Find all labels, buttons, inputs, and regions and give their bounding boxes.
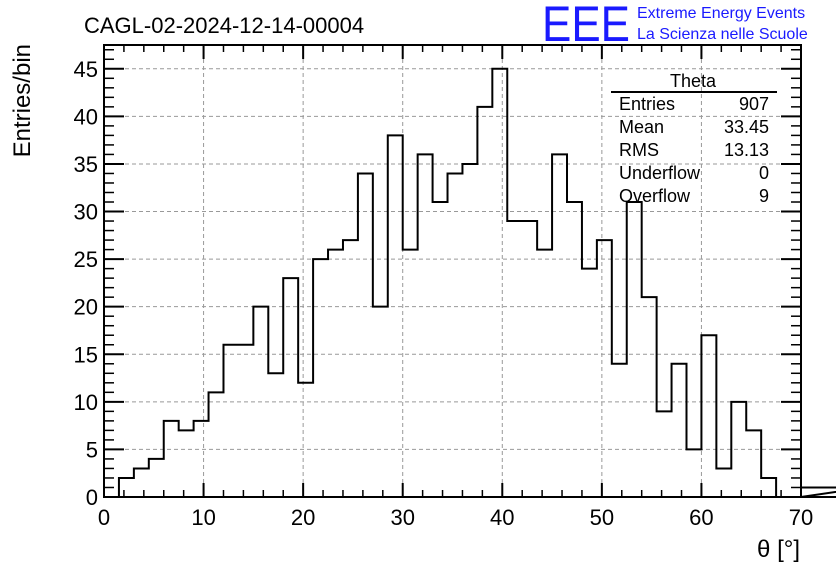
y-tick-label: 35 [74, 152, 98, 177]
stats-label: Mean [619, 117, 664, 137]
x-tick-label: 40 [490, 505, 514, 530]
y-tick-label: 45 [74, 57, 98, 82]
x-tick-label: 10 [191, 505, 215, 530]
grid-lines [104, 45, 801, 497]
logo-line2: La Scienza nelle Scuole [637, 26, 808, 43]
logo-mark: EEE [542, 0, 630, 52]
x-tick-label: 50 [590, 505, 614, 530]
logo-line1: Extreme Energy Events [637, 5, 805, 22]
eee-logo: EEE Extreme Energy Events La Scienza nel… [542, 0, 808, 52]
stats-value: 9 [759, 186, 769, 206]
stats-box: Theta Entries 907 Mean 33.45 RMS 13.13 Underfl… [611, 71, 777, 206]
y-tick-label: 0 [86, 485, 98, 510]
histogram-line [104, 67, 836, 498]
stats-label: Entries [619, 94, 675, 114]
chart-title: CAGL-02-2024-12-14-00004 [84, 13, 364, 38]
y-tick-label: 30 [74, 200, 98, 225]
x-tick-label: 20 [291, 505, 315, 530]
y-tick-label: 10 [74, 390, 98, 415]
y-tick-label: 15 [74, 342, 98, 367]
y-axis-label: Entries/bin [9, 44, 36, 157]
y-tick-label: 20 [74, 295, 98, 320]
y-tick-label: 25 [74, 247, 98, 272]
x-tick-label: 70 [789, 505, 813, 530]
stats-label: Overflow [619, 186, 691, 206]
y-tick-label: 40 [74, 104, 98, 129]
stats-value: 907 [739, 94, 769, 114]
x-tick-label: 30 [390, 505, 414, 530]
stats-label: Underflow [619, 163, 701, 183]
stats-value: 0 [759, 163, 769, 183]
x-tick-label: 60 [689, 505, 713, 530]
stats-value: 33.45 [724, 117, 769, 137]
stats-box-title: Theta [670, 71, 717, 91]
x-tick-label: 0 [98, 505, 110, 530]
plot-frame [103, 44, 802, 498]
x-axis-label: θ [°] [757, 536, 800, 563]
y-tick-label: 5 [86, 437, 98, 462]
axis-ticks: 0 10 20 30 40 50 60 70 0 5 10 15 20 25 30 35 40 45 [74, 45, 813, 530]
stats-label: RMS [619, 140, 659, 160]
stats-value: 13.13 [724, 140, 769, 160]
